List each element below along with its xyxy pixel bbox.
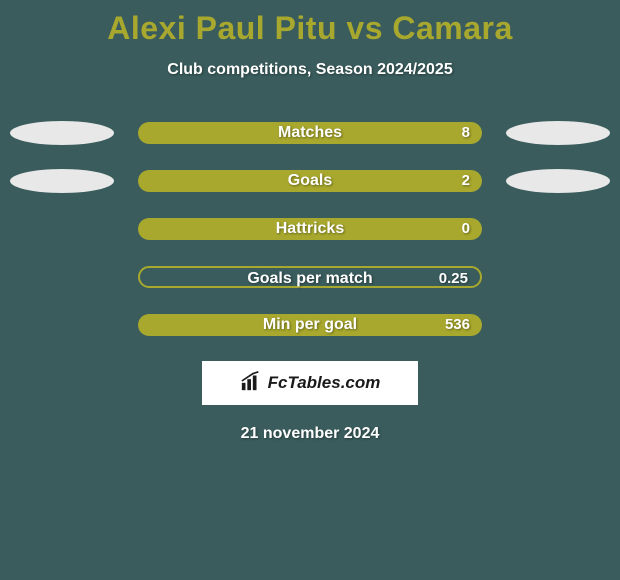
- stat-row: Hattricks0: [0, 217, 620, 241]
- stat-bar-fill: [138, 314, 482, 336]
- spacer: [10, 313, 114, 337]
- player-left-marker: [10, 169, 114, 193]
- stat-label: Goals per match: [140, 268, 480, 290]
- player-right-marker: [506, 121, 610, 145]
- comparison-chart: Matches8 Goals2 Hattricks0 Goals per match0…: [0, 121, 620, 337]
- player-left-marker: [10, 121, 114, 145]
- spacer: [10, 217, 114, 241]
- stat-bar-fill: [138, 122, 482, 144]
- bar-chart-icon: [240, 370, 262, 397]
- spacer: [506, 217, 610, 241]
- stat-row: Goals2: [0, 169, 620, 193]
- page-subtitle: Club competitions, Season 2024/2025: [0, 61, 620, 79]
- stat-bar: Goals2: [138, 170, 482, 192]
- date-text: 21 november 2024: [0, 425, 620, 443]
- logo-box: FcTables.com: [202, 361, 418, 405]
- spacer: [506, 265, 610, 289]
- stat-row: Goals per match0.25: [0, 265, 620, 289]
- page-title: Alexi Paul Pitu vs Camara: [0, 0, 620, 47]
- stat-bar: Hattricks0: [138, 218, 482, 240]
- stat-value: 0.25: [439, 268, 468, 290]
- stat-bar-fill: [138, 170, 482, 192]
- stat-bar: Matches8: [138, 122, 482, 144]
- stat-row: Matches8: [0, 121, 620, 145]
- player-right-marker: [506, 169, 610, 193]
- logo-text: FcTables.com: [268, 373, 381, 393]
- spacer: [506, 313, 610, 337]
- stat-row: Min per goal536: [0, 313, 620, 337]
- stat-bar-fill: [138, 218, 482, 240]
- stat-bar: Min per goal536: [138, 314, 482, 336]
- stat-bar: Goals per match0.25: [138, 266, 482, 288]
- spacer: [10, 265, 114, 289]
